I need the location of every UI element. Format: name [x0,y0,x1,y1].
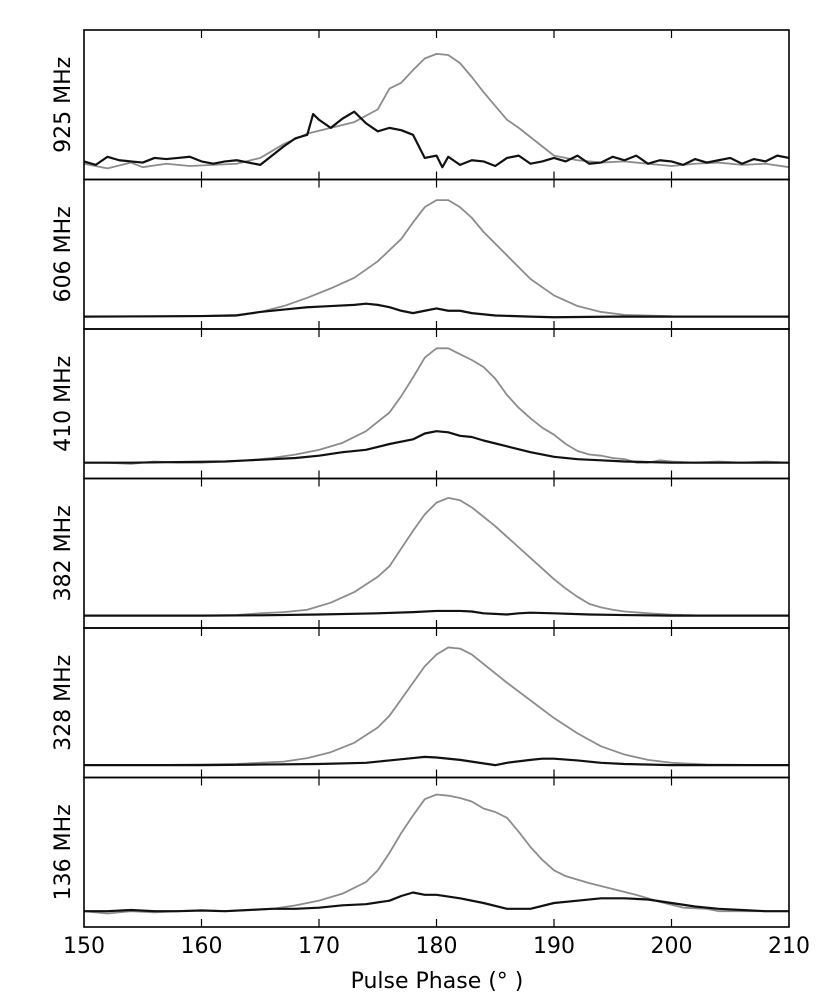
x-tick-label: 170 [298,934,340,959]
panel-4: 328 MHz [51,627,790,779]
panel-frame [83,328,790,480]
x-tick-label: 150 [63,934,105,959]
panel-frame [83,178,790,330]
series-grey-line [83,52,790,170]
panel-label: 328 MHz [51,655,76,751]
series-grey-line [84,646,790,767]
panel-0: 925 MHz [51,29,790,181]
panel-label: 606 MHz [51,206,76,302]
panel-3: 382 MHz [51,477,790,629]
series-grey-line [84,497,789,617]
series-black-line [84,430,789,464]
series-grey-line [84,199,790,318]
panel-1: 606 MHz [51,178,790,330]
panel-label: 410 MHz [51,356,76,452]
panel-frame [83,627,790,779]
series-black-line [84,609,789,617]
panel-label: 925 MHz [51,57,76,153]
panel-2: 410 MHz [51,328,790,480]
panel-label: 136 MHz [51,804,76,900]
panel-label: 382 MHz [51,505,76,601]
x-tick-label: 160 [181,934,223,959]
x-tick-label: 190 [533,934,575,959]
x-axis-title: Pulse Phase (° ) [351,969,524,994]
panel-5: 136 MHz [51,776,790,928]
x-tick-label: 210 [768,934,810,959]
x-tick-label: 180 [416,934,458,959]
x-axis: 150 160 170 180 190 200 210 [63,934,810,959]
series-black-line [83,110,790,169]
series-black-line [83,302,789,319]
panels-layer: 925 MHz 606 MHz 410 MHz 382 MHz 328 MHz 136 M… [51,29,790,928]
series-grey-line [84,347,790,465]
x-tick-label: 200 [651,934,693,959]
series-black-line [84,755,789,767]
panel-frame [83,477,790,629]
series-black-line [84,891,789,913]
